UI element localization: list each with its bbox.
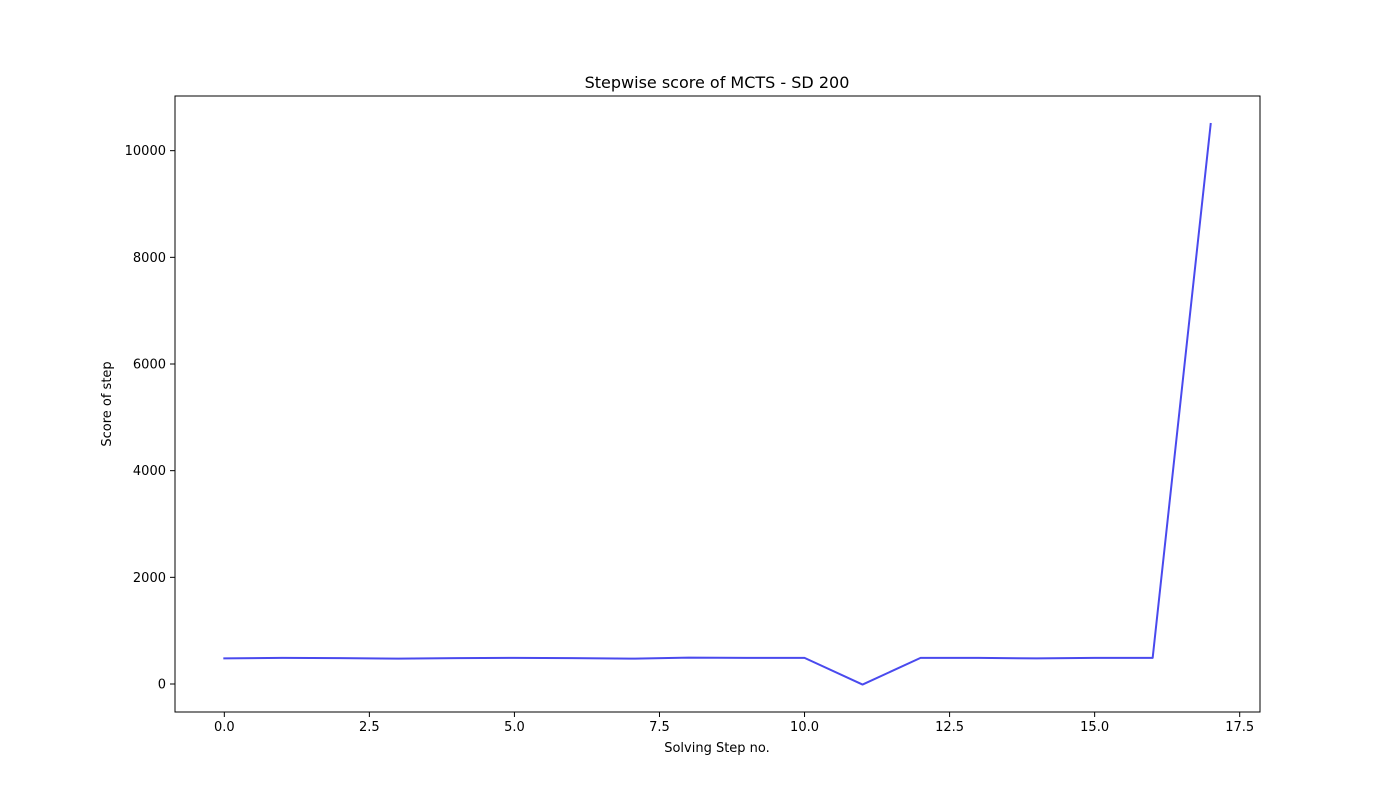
x-tick-label: 0.0 [214,720,235,735]
x-tick-label: 17.5 [1225,720,1254,735]
x-tick-label: 5.0 [504,720,525,735]
y-tick-label: 4000 [133,464,166,479]
score-series-line [223,122,1212,686]
x-tick-label: 15.0 [1080,720,1109,735]
y-tick-label: 6000 [133,358,166,373]
y-tick-label: 8000 [133,251,166,266]
y-tick-label: 0 [158,678,166,693]
y-axis-label: Score of step [100,361,115,446]
x-tick-label: 2.5 [359,720,380,735]
x-tick-label: 12.5 [935,720,964,735]
x-axis-label: Solving Step no. [664,741,770,756]
chart-title: Stepwise score of MCTS - SD 200 [585,73,850,92]
y-tick-label: 2000 [133,571,166,586]
x-tick-label: 7.5 [649,720,670,735]
x-tick-label: 10.0 [790,720,819,735]
plot-frame [174,95,1261,713]
y-tick-label: 10000 [125,144,166,159]
